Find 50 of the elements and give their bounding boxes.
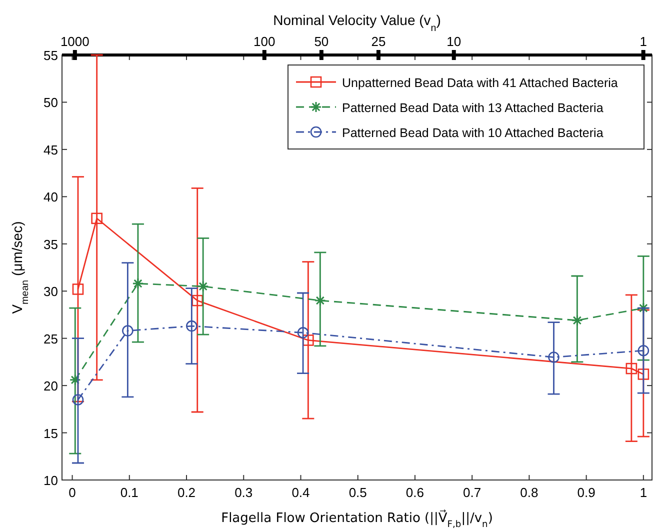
- x-tick-label: 0.9: [577, 485, 596, 500]
- y-tick-label: 15: [44, 426, 58, 441]
- x-tick-label: 0.2: [177, 485, 196, 500]
- point: [69, 374, 81, 386]
- x2-axis-title: Nominal Velocity Value (v$_{n}$): [273, 12, 441, 34]
- point: [186, 320, 198, 332]
- y-tick-label: 20: [44, 378, 58, 394]
- point: [626, 362, 638, 374]
- point: [91, 212, 102, 224]
- y-tick-label: 45: [44, 142, 58, 158]
- point: [314, 294, 326, 306]
- point: [571, 314, 583, 326]
- point: [72, 394, 84, 406]
- y-tick-label: 30: [44, 284, 58, 300]
- x2-tick-label: 25: [371, 34, 386, 49]
- y-tick-label: 50: [44, 95, 58, 110]
- point: [548, 352, 560, 363]
- point: [297, 327, 309, 338]
- x2-tick-label: 100: [254, 34, 276, 49]
- x2-tick-label: 1000: [60, 34, 90, 49]
- legend-label: Patterned Bead Data with 13 Attached Bacteria: [342, 101, 604, 115]
- point: [302, 334, 314, 346]
- x-tick-label: 0.7: [463, 485, 482, 500]
- x-tick-label: 0.4: [292, 485, 310, 500]
- x-tick-label: 1: [640, 485, 648, 500]
- x-tick-label: 0.3: [234, 485, 253, 500]
- x-tick-label: 0.8: [520, 485, 538, 500]
- y-tick-label: 40: [44, 190, 58, 205]
- point: [192, 294, 204, 306]
- point: [197, 280, 209, 292]
- legend-label: Unpatterned Bead Data with 41 Attached Bacteria: [342, 76, 618, 90]
- y-tick-label: 25: [44, 331, 58, 346]
- x-tick-label: 0.5: [348, 485, 367, 500]
- y-tick-label: 55: [44, 48, 58, 63]
- x2-tick-label: 1: [640, 34, 647, 49]
- point: [72, 284, 84, 295]
- point: [132, 278, 144, 290]
- point: [638, 344, 650, 356]
- x2-tick-label: 10: [446, 34, 462, 49]
- point: [122, 325, 134, 336]
- x-tick-label: 0: [68, 485, 76, 500]
- legend-label: Patterned Bead Data with 10 Attached Bacteria: [342, 126, 604, 140]
- point: [638, 368, 650, 380]
- x2-tick-label: 50: [314, 34, 329, 49]
- x-axis-title: Flagella Flow Orientation Ratio (||V⃗$_{F,b}$||/v$_{n}$): [221, 510, 493, 530]
- point: [638, 302, 650, 314]
- y-tick-label: 35: [44, 236, 58, 252]
- y-tick-label: 10: [44, 473, 58, 488]
- x-tick-label: 0.6: [406, 485, 424, 500]
- x-tick-label: 0.1: [120, 485, 138, 500]
